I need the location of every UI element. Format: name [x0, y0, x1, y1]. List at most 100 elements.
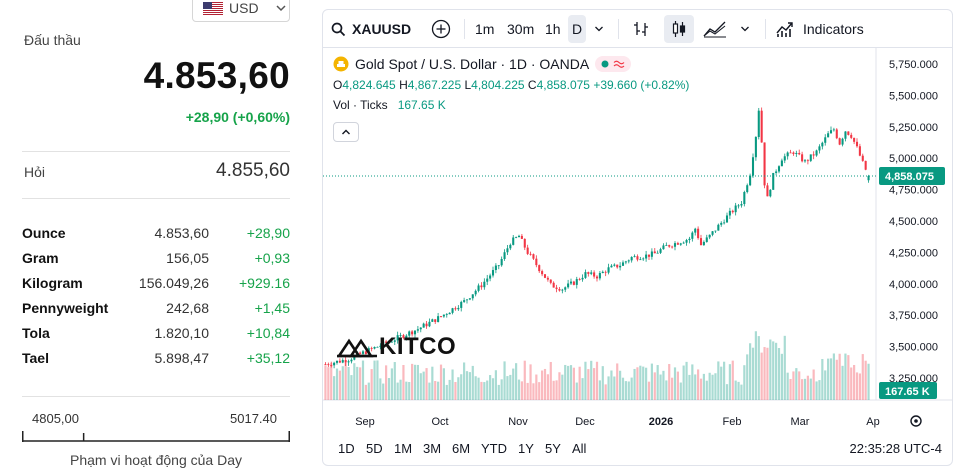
unit-name: Ounce	[22, 225, 66, 241]
range-5d[interactable]: 5D	[366, 441, 383, 456]
unit-price: 4.853,60	[154, 225, 210, 241]
candle-body	[841, 138, 844, 145]
range-5y[interactable]: 5Y	[545, 441, 561, 456]
volume-bar	[572, 367, 575, 400]
volume-bar	[439, 364, 443, 400]
status-dot-icon	[601, 60, 609, 68]
gold-price-panel: USD Đấu thầu 4.853,60 +28,90 (+0,60%) Hỏ…	[0, 0, 312, 474]
range-1m[interactable]: 1M	[394, 441, 413, 456]
timeframe-1m[interactable]: 1m	[475, 21, 495, 37]
candle-body	[370, 348, 373, 349]
range-all[interactable]: All	[572, 441, 587, 456]
candle-body	[486, 278, 489, 282]
volume-bar	[405, 381, 408, 400]
candle-body	[327, 364, 330, 366]
chart-toolbar: XAUUSD 1m 30m 1h D	[323, 10, 952, 48]
legend-title: Gold Spot / U.S. Dollar · 1D · OANDA	[355, 56, 590, 72]
add-circle-icon	[431, 19, 451, 39]
volume-bar	[723, 361, 726, 400]
candle-body	[535, 258, 538, 266]
timeframe-1h[interactable]: 1h	[545, 21, 561, 37]
chevron-up-icon	[342, 129, 350, 135]
candle-body	[645, 254, 648, 259]
volume-bar	[341, 366, 344, 400]
candle-body	[772, 172, 775, 190]
candle-body	[390, 341, 393, 343]
candle-body	[425, 323, 428, 327]
currency-selector[interactable]: USD	[192, 0, 290, 22]
timeframe-30m[interactable]: 30m	[507, 21, 535, 37]
volume-bar	[838, 353, 841, 400]
timeframe-d[interactable]: D	[568, 15, 587, 43]
bar-style-button[interactable]	[628, 15, 654, 43]
candle-body	[413, 330, 417, 335]
volume-bar	[855, 372, 859, 400]
day-range-title: Phạm vi hoạt động của Day	[70, 452, 242, 468]
unit-price: 242,68	[166, 300, 209, 316]
volume-bar	[769, 339, 772, 400]
unit-name: Gram	[22, 250, 59, 266]
volume-bar	[416, 364, 419, 400]
timeframe-dropdown[interactable]	[591, 15, 607, 43]
volume-bar	[396, 382, 399, 400]
unit-price-table: Ounce 4.853,60 +28,90 Gram 156,05 +0,93 …	[22, 222, 290, 372]
chart-style-dropdown[interactable]	[737, 15, 753, 43]
candle-body	[757, 110, 760, 138]
candle-body	[396, 335, 399, 341]
volume-bar	[685, 361, 688, 400]
volume-bar	[376, 360, 379, 400]
candle-body	[853, 137, 856, 142]
volume-bar	[494, 370, 497, 400]
candle-body	[532, 254, 535, 259]
volume-bar	[737, 381, 740, 400]
price-chart[interactable]: 5,750.000 5,500.000 5,250.000 5,000.000 4,75…	[323, 48, 952, 434]
gold-symbol-icon	[333, 56, 349, 72]
candle-body	[428, 321, 431, 327]
volume-bar	[653, 372, 656, 400]
volume-bar	[621, 377, 625, 400]
candle-body	[720, 222, 723, 225]
volume-bar	[523, 360, 526, 400]
volume-bar	[725, 384, 729, 400]
unit-row-gram: Gram 156,05 +0,93	[22, 247, 290, 272]
time-axis-label: Mar	[791, 416, 810, 428]
range-1y[interactable]: 1Y	[518, 441, 534, 456]
unit-row-kilogram: Kilogram 156.049,26 +929.16	[22, 272, 290, 297]
range-3m[interactable]: 3M	[423, 441, 442, 456]
candles-style-button[interactable]	[664, 15, 694, 43]
candle-body	[647, 254, 651, 257]
candle-body	[705, 237, 708, 242]
day-range-bar	[22, 431, 290, 442]
volume-bar	[434, 380, 437, 400]
range-1d[interactable]: 1D	[338, 441, 355, 456]
volume-bar	[639, 365, 642, 400]
volume-bar	[668, 364, 671, 400]
range-6m[interactable]: 6M	[452, 441, 471, 456]
candle-body	[364, 351, 367, 354]
indicators-button[interactable]: Indicators	[776, 15, 864, 43]
candle-body	[335, 360, 339, 363]
symbol-search[interactable]: XAUUSD	[331, 15, 411, 43]
unit-change: +1,45	[254, 300, 290, 316]
unit-change: +10,84	[246, 325, 290, 341]
range-ytd[interactable]: YTD	[481, 441, 507, 456]
candle-body	[766, 185, 769, 197]
candle-body	[393, 340, 396, 342]
candle-body	[575, 279, 578, 285]
candle-body	[399, 335, 402, 336]
volume-bar	[578, 366, 581, 400]
candle-body	[642, 258, 645, 260]
area-style-button[interactable]	[700, 15, 730, 43]
candle-body	[549, 279, 552, 283]
volume-bar	[535, 374, 538, 400]
volume-bar	[864, 360, 867, 400]
bid-price: 4.853,60	[143, 55, 290, 96]
unit-change: +28,90	[246, 225, 290, 241]
time-axis-label: Oct	[431, 416, 448, 428]
volume-bar	[367, 382, 370, 400]
candle-body	[376, 346, 379, 348]
candle-body	[676, 243, 679, 245]
price-axis-label: 5,750.000	[889, 59, 938, 71]
collapse-legend-button[interactable]	[333, 122, 359, 142]
compare-button[interactable]	[429, 15, 453, 43]
